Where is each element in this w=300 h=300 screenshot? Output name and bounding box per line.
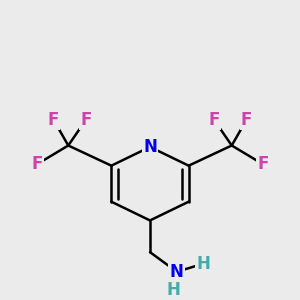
Text: N: N	[143, 138, 157, 156]
Text: F: F	[48, 111, 59, 129]
Text: H: H	[196, 255, 210, 273]
Text: F: F	[257, 155, 268, 173]
Text: F: F	[241, 111, 252, 129]
Text: N: N	[170, 263, 184, 281]
Text: F: F	[80, 111, 92, 129]
Text: F: F	[32, 155, 43, 173]
Text: H: H	[167, 280, 181, 298]
Text: F: F	[208, 111, 220, 129]
